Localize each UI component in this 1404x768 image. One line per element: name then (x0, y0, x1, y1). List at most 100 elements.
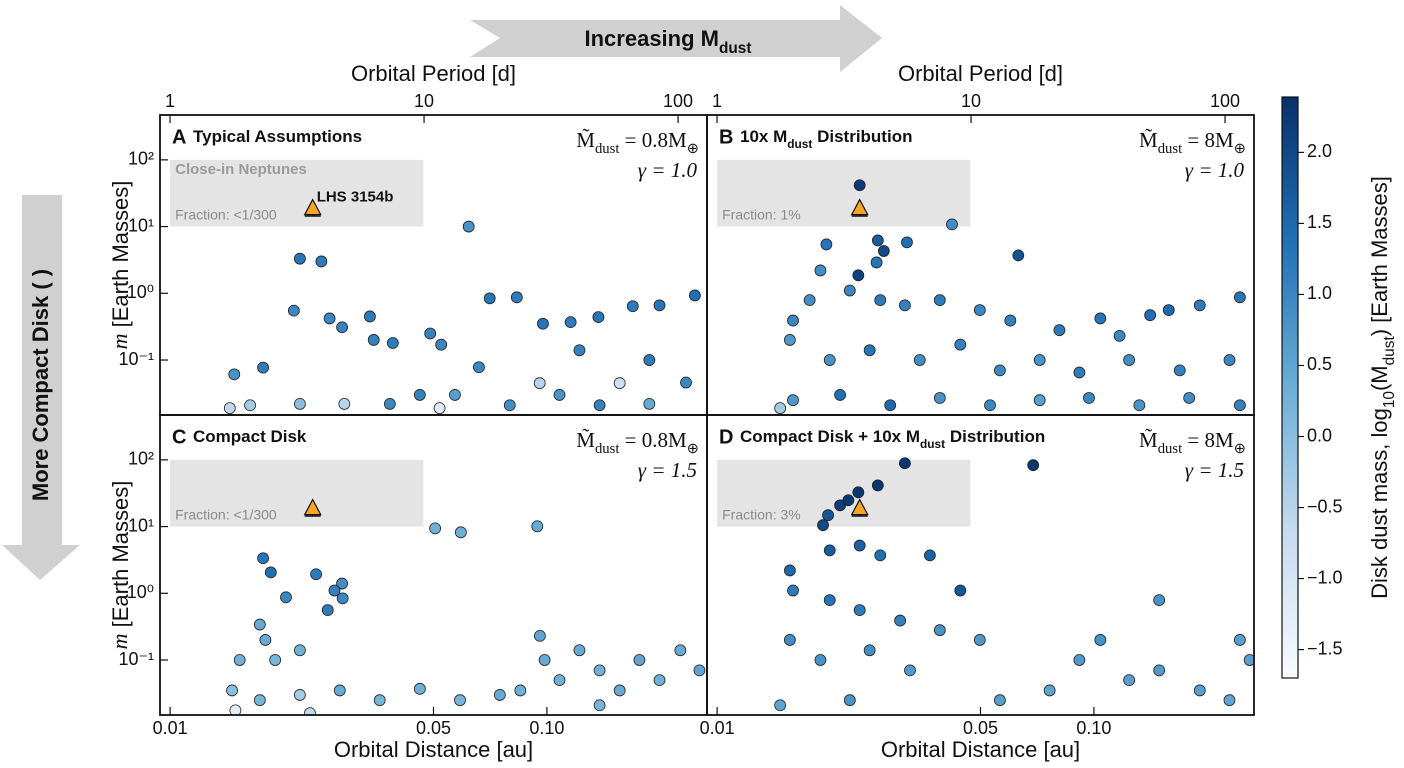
point (573, 344, 586, 357)
planet-marker (303, 198, 322, 216)
neptune-region (170, 159, 424, 227)
point (613, 377, 626, 390)
panel-title: Compact Disk + 10x Mdust Distribution (740, 427, 1045, 451)
mass-annotation-part: = 0.8M (619, 128, 687, 152)
point (1133, 399, 1146, 412)
point (834, 389, 846, 401)
point (1073, 366, 1086, 379)
colorbar-tick-label: 1.0 (1307, 283, 1332, 303)
point (336, 577, 348, 590)
point (229, 704, 242, 715)
point (1183, 392, 1196, 404)
point (817, 519, 829, 532)
point (693, 664, 706, 677)
panel-title: Typical Assumptions (193, 127, 362, 146)
point (1123, 354, 1136, 366)
point (933, 392, 946, 404)
point (1223, 694, 1236, 707)
x2-tick-label: 1 (712, 91, 722, 111)
gamma-annotation: γ = 1.5 (1185, 458, 1244, 482)
point (386, 337, 399, 349)
point (1033, 354, 1046, 366)
y-axis-label-part: m (107, 633, 132, 649)
point (774, 699, 787, 712)
point (1053, 324, 1066, 337)
point (1233, 291, 1246, 304)
panel-title-part: dust (787, 137, 812, 151)
point (626, 300, 639, 313)
x2-tick-label: 100 (663, 91, 693, 111)
point (787, 314, 799, 327)
point (503, 399, 516, 412)
point (473, 361, 485, 374)
point (304, 707, 316, 715)
point (433, 402, 446, 415)
point (253, 618, 266, 631)
point (877, 245, 890, 257)
point (531, 520, 544, 533)
y-tick-label: 10⁻¹ (118, 649, 154, 669)
gamma-annotation: γ = 1.0 (1185, 158, 1245, 182)
point (593, 664, 606, 677)
point (336, 592, 349, 605)
point (1233, 399, 1246, 412)
point (514, 684, 527, 697)
y-tick-label: 10⁰ (127, 282, 154, 302)
point (871, 234, 884, 247)
x-tick-label: 0.10 (1076, 718, 1111, 738)
mass-annotation-part: dust (595, 141, 619, 157)
point (367, 334, 380, 346)
point (1193, 684, 1206, 697)
point (257, 552, 269, 565)
panel-title-part: Typical Assumptions (193, 127, 362, 146)
panel-title-part: Distribution (945, 427, 1045, 446)
point (1033, 394, 1046, 407)
mass-annotation-part: ⊕ (1234, 441, 1246, 457)
point (814, 654, 827, 666)
x-axis-label: Orbital Distance [au] (881, 737, 1080, 762)
neptune-region (717, 159, 971, 227)
arrow-vertical (2, 195, 80, 580)
point (333, 684, 346, 697)
point (323, 312, 336, 325)
point (293, 398, 306, 410)
point (226, 684, 238, 697)
x2-axis-label: Orbital Period [d] (898, 61, 1063, 86)
mass-annotation-part: = 0.8M (619, 428, 687, 452)
region-label: Close-in Neptunes (175, 161, 307, 178)
mass-annotation-part: M̃ (1139, 428, 1158, 452)
point (293, 252, 306, 265)
point (783, 334, 796, 346)
point (933, 294, 946, 307)
x2-tick-label: 10 (414, 91, 434, 111)
point (310, 568, 322, 581)
point (774, 402, 787, 415)
point (870, 256, 883, 269)
colorbar-label-part: (M (1367, 365, 1392, 391)
point (874, 294, 887, 307)
point (493, 689, 506, 701)
point (593, 399, 606, 412)
plot-area (170, 459, 706, 715)
x-axis-label: Orbital Distance [au] (334, 737, 533, 762)
point (1243, 654, 1254, 666)
point (688, 289, 701, 302)
arrow-vertical-label: More Compact Disk ( ) (28, 269, 53, 501)
point (435, 338, 448, 351)
neptune-region (717, 459, 971, 527)
point (449, 389, 461, 401)
colorbar-label-part: Disk dust mass, log (1367, 408, 1392, 599)
mass-annotation-part: dust (595, 441, 619, 457)
mass-annotation: M̃dust = 0.8M⊕ (576, 428, 699, 458)
planet-marker (303, 498, 322, 516)
point (429, 522, 442, 535)
point (973, 304, 986, 317)
point (853, 539, 866, 552)
point (653, 299, 666, 312)
point (592, 311, 605, 323)
panel-title: Compact Disk (193, 427, 307, 446)
point (1094, 312, 1107, 325)
point (1043, 684, 1056, 697)
region-fraction: Fraction: <1/300 (175, 506, 277, 522)
point (853, 604, 866, 617)
